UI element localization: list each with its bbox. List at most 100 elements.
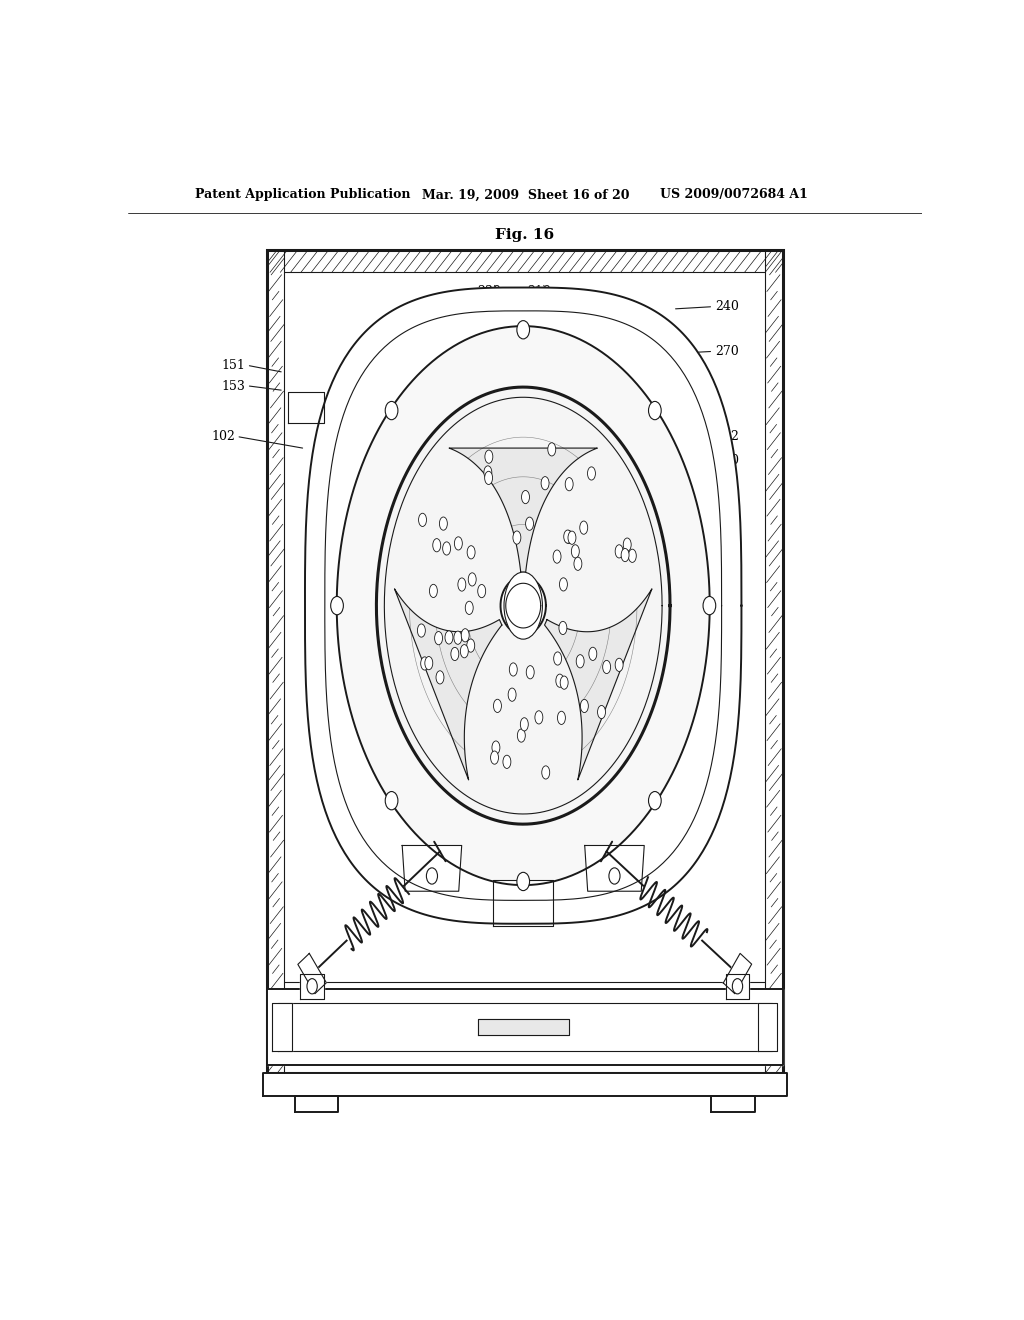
Ellipse shape — [588, 467, 595, 480]
Polygon shape — [450, 447, 597, 573]
Ellipse shape — [425, 656, 433, 669]
Polygon shape — [337, 326, 710, 886]
Ellipse shape — [517, 729, 525, 742]
Ellipse shape — [465, 601, 473, 614]
Polygon shape — [726, 974, 750, 999]
Ellipse shape — [467, 639, 475, 652]
Text: Mar. 19, 2009  Sheet 16 of 20: Mar. 19, 2009 Sheet 16 of 20 — [422, 189, 629, 202]
Ellipse shape — [732, 978, 742, 994]
Ellipse shape — [418, 624, 425, 638]
Ellipse shape — [535, 710, 543, 723]
Polygon shape — [501, 577, 546, 635]
Polygon shape — [506, 583, 541, 628]
Polygon shape — [394, 589, 502, 780]
Polygon shape — [298, 953, 327, 994]
Ellipse shape — [559, 622, 567, 635]
Ellipse shape — [484, 466, 492, 479]
Polygon shape — [278, 1003, 772, 1051]
Polygon shape — [272, 1003, 292, 1051]
Ellipse shape — [468, 573, 476, 586]
Ellipse shape — [598, 705, 605, 718]
Ellipse shape — [548, 442, 556, 455]
Ellipse shape — [426, 867, 437, 884]
Ellipse shape — [553, 550, 561, 564]
Polygon shape — [723, 953, 752, 994]
Ellipse shape — [622, 548, 629, 562]
Ellipse shape — [494, 700, 502, 713]
Ellipse shape — [455, 537, 462, 550]
Text: US 2009/0072684 A1: US 2009/0072684 A1 — [659, 189, 808, 202]
Polygon shape — [494, 880, 553, 925]
Ellipse shape — [577, 655, 584, 668]
Text: 102: 102 — [715, 430, 739, 444]
Ellipse shape — [419, 513, 427, 527]
Ellipse shape — [517, 873, 529, 891]
Polygon shape — [295, 1096, 338, 1111]
Ellipse shape — [504, 572, 543, 639]
Ellipse shape — [434, 631, 442, 644]
Text: 110: 110 — [715, 454, 739, 467]
Polygon shape — [267, 989, 782, 1065]
Ellipse shape — [581, 700, 589, 713]
Ellipse shape — [541, 477, 549, 490]
Ellipse shape — [554, 652, 561, 665]
Ellipse shape — [503, 755, 511, 768]
Ellipse shape — [609, 867, 621, 884]
Ellipse shape — [478, 585, 485, 598]
Ellipse shape — [624, 539, 631, 552]
Text: 270: 270 — [715, 345, 739, 358]
Polygon shape — [267, 249, 782, 1073]
Ellipse shape — [517, 321, 529, 339]
Ellipse shape — [571, 545, 580, 558]
Text: Patent Application Publication: Patent Application Publication — [196, 189, 411, 202]
Ellipse shape — [458, 578, 466, 591]
Text: 230: 230 — [477, 285, 501, 298]
Ellipse shape — [559, 578, 567, 591]
Ellipse shape — [442, 541, 451, 556]
Ellipse shape — [589, 647, 597, 660]
Ellipse shape — [508, 688, 516, 701]
Text: 240: 240 — [715, 300, 739, 313]
Ellipse shape — [484, 471, 493, 484]
Ellipse shape — [429, 585, 437, 598]
Ellipse shape — [525, 517, 534, 531]
Polygon shape — [758, 1003, 777, 1051]
Ellipse shape — [433, 539, 440, 552]
Ellipse shape — [564, 531, 572, 544]
Polygon shape — [377, 387, 670, 824]
Polygon shape — [289, 392, 324, 422]
Polygon shape — [263, 1073, 786, 1096]
Ellipse shape — [526, 665, 535, 678]
Ellipse shape — [615, 545, 624, 558]
Text: 130: 130 — [714, 540, 737, 553]
Ellipse shape — [331, 597, 343, 615]
Ellipse shape — [520, 718, 528, 731]
Ellipse shape — [560, 676, 568, 689]
Ellipse shape — [451, 647, 459, 660]
Polygon shape — [545, 589, 652, 780]
Polygon shape — [300, 974, 324, 999]
Ellipse shape — [454, 631, 462, 644]
Text: 120: 120 — [714, 586, 737, 599]
Polygon shape — [305, 288, 741, 924]
Ellipse shape — [445, 631, 453, 644]
Ellipse shape — [307, 978, 317, 994]
Ellipse shape — [565, 478, 573, 491]
Polygon shape — [712, 1096, 755, 1111]
Ellipse shape — [439, 517, 447, 531]
Ellipse shape — [648, 792, 662, 809]
Text: 153: 153 — [221, 380, 246, 392]
Ellipse shape — [573, 557, 582, 570]
Ellipse shape — [461, 628, 469, 642]
Ellipse shape — [648, 401, 662, 420]
Text: Fig. 16: Fig. 16 — [496, 227, 554, 242]
Polygon shape — [585, 846, 644, 891]
Ellipse shape — [421, 657, 429, 671]
Ellipse shape — [629, 549, 636, 562]
Ellipse shape — [615, 659, 624, 672]
Ellipse shape — [542, 766, 550, 779]
Ellipse shape — [467, 545, 475, 558]
Ellipse shape — [557, 711, 565, 725]
Ellipse shape — [556, 675, 564, 688]
Text: 102: 102 — [211, 430, 236, 444]
